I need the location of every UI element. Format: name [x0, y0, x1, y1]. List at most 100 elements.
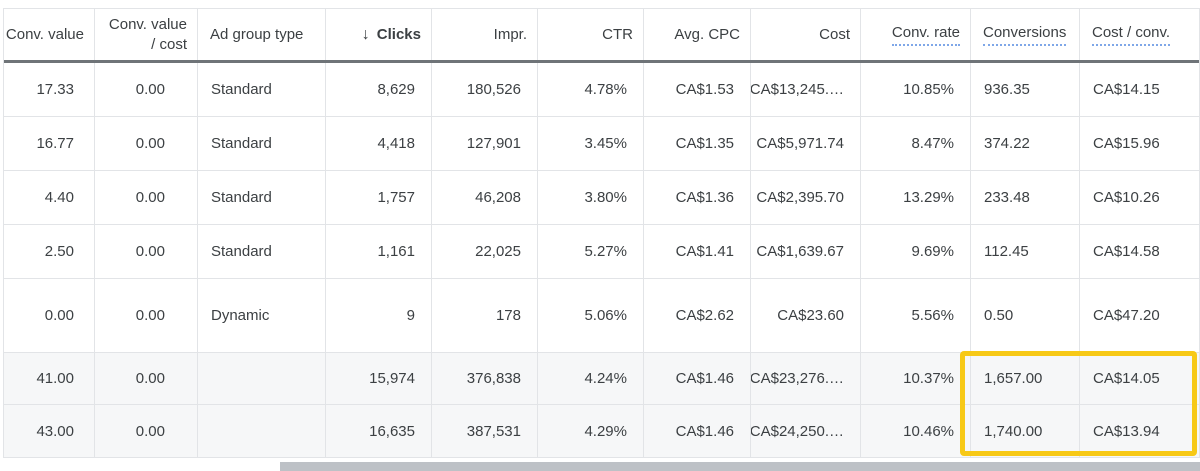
cell-cost: CA$13,245.…	[751, 63, 861, 116]
cell-cost_conv: CA$14.05	[1093, 370, 1160, 387]
cell-conversions: 0.50	[971, 279, 1080, 352]
cell-impr: 22,025	[432, 225, 538, 278]
cell-cost_conv: CA$47.20	[1093, 307, 1160, 324]
cell-cost: CA$2,395.70	[751, 171, 861, 224]
table-row: 2.50 0.00 Standard 1,161 22,025 5.27% CA$1.41 C…	[4, 225, 1199, 279]
cell-ctr: 4.24%	[538, 353, 644, 404]
cell-conv_value_cost: 0.00	[95, 279, 198, 352]
cell-conv_value: 43.00	[4, 405, 95, 457]
cell-ctr: 5.06%	[538, 279, 644, 352]
cell-conv_value_cost: 0.00	[95, 171, 198, 224]
table-row: 4.40 0.00 Standard 1,757 46,208 3.80% CA$1.36 C…	[4, 171, 1199, 225]
column-header-conv_rate[interactable]: Conv. rate	[861, 9, 971, 60]
column-header-conv_value[interactable]: Conv. value	[4, 9, 95, 60]
cell-conversions: 112.45	[971, 225, 1080, 278]
cell-conv_rate: 5.56%	[861, 279, 971, 352]
cell-conv_rate: 10.85%	[861, 63, 971, 116]
cell-conv_value_cost: 0.00	[95, 63, 198, 116]
column-header-label-line: / cost	[151, 35, 187, 53]
cell-ad_group_type: Dynamic	[198, 279, 326, 352]
column-header-label-line: Conv. value	[108, 16, 187, 33]
cell-clicks: 16,635	[326, 405, 432, 457]
cell-conv_rate: 9.69%	[861, 225, 971, 278]
column-header-impr[interactable]: Impr.	[432, 9, 538, 60]
cell-conv_value: 0.00	[4, 279, 95, 352]
table-row: 0.00 0.00 Dynamic 9 178 5.06% CA$2.62 CA$23.60 5…	[4, 279, 1199, 353]
cell-cost_conv: CA$14.58	[1093, 243, 1160, 260]
sort-descending-icon: ↓	[361, 25, 370, 43]
cell-conversions: 233.48	[971, 171, 1080, 224]
cell-impr: 180,526	[432, 63, 538, 116]
cell-ad_group_type: Standard	[198, 225, 326, 278]
column-header-conv_value_cost[interactable]: Conv. value / cost	[95, 9, 198, 60]
cell-avg_cpc: CA$1.35	[644, 117, 751, 170]
cell-cost_conv: CA$10.26	[1093, 189, 1160, 206]
cell-clicks: 15,974	[326, 353, 432, 404]
cell-ctr: 5.27%	[538, 225, 644, 278]
cell-impr: 46,208	[432, 171, 538, 224]
data-table: Conv. value Conv. value / cost Ad group typ…	[3, 8, 1200, 458]
summary-row: 41.00 0.00 15,974 376,838 4.24% CA$1.46 CA$23,…	[4, 353, 1199, 405]
column-header-label: Conv. value	[5, 26, 84, 43]
cell-avg_cpc: CA$1.53	[644, 63, 751, 116]
cell-impr: 178	[432, 279, 538, 352]
column-header-label: Ad group type	[210, 26, 304, 43]
column-header-label: Impr.	[493, 26, 527, 43]
cell-ctr: 3.45%	[538, 117, 644, 170]
column-header-label: Conversions	[983, 24, 1066, 46]
cell-clicks: 4,418	[326, 117, 432, 170]
column-header-ad_group_type[interactable]: Ad group type	[198, 9, 326, 60]
cell-impr: 376,838	[432, 353, 538, 404]
cell-conversions: 1,657.00	[971, 353, 1080, 404]
cell-conv_value_cost: 0.00	[95, 353, 198, 404]
cell-avg_cpc: CA$1.41	[644, 225, 751, 278]
column-header-cost_conv[interactable]: Cost / conv.	[1080, 9, 1199, 60]
cell-conv_value_cost: 0.00	[95, 405, 198, 457]
cell-conv_value: 17.33	[4, 63, 95, 116]
column-header-ctr[interactable]: CTR	[538, 9, 644, 60]
table-header-row: Conv. value Conv. value / cost Ad group typ…	[4, 9, 1199, 63]
cell-cost: CA$5,971.74	[751, 117, 861, 170]
horizontal-scrollbar	[0, 461, 1200, 471]
cell-ctr: 4.78%	[538, 63, 644, 116]
cell-ad_group_type: Standard	[198, 117, 326, 170]
column-header-conversions[interactable]: Conversions	[971, 9, 1080, 60]
cell-conversions: 1,740.00	[971, 405, 1080, 457]
cell-ctr: 4.29%	[538, 405, 644, 457]
cell-clicks: 9	[326, 279, 432, 352]
column-header-label: Avg. CPC	[674, 26, 740, 43]
cell-conv_rate: 13.29%	[861, 171, 971, 224]
table-row: 16.77 0.00 Standard 4,418 127,901 3.45% CA$1.3…	[4, 117, 1199, 171]
cell-conv_rate: 10.37%	[861, 353, 971, 404]
cell-conv_rate: 8.47%	[861, 117, 971, 170]
cell-cost: CA$24,250.…	[751, 405, 861, 457]
cell-cost_conv: CA$14.15	[1093, 81, 1160, 98]
horizontal-scrollbar-thumb[interactable]	[280, 462, 1200, 471]
column-header-label: Conv. rate	[891, 24, 960, 46]
cell-conv_rate: 10.46%	[861, 405, 971, 457]
cell-conv_value: 2.50	[4, 225, 95, 278]
cell-cost: CA$1,639.67	[751, 225, 861, 278]
column-header-clicks[interactable]: ↓ Clicks	[326, 9, 432, 60]
column-header-label: CTR	[602, 26, 633, 43]
column-header-label: Cost / conv.	[1092, 24, 1171, 46]
cell-cost_conv: CA$13.94	[1093, 422, 1160, 440]
column-header-cost[interactable]: Cost	[751, 9, 861, 60]
cell-conv_value: 4.40	[4, 171, 95, 224]
cell-conversions: 374.22	[971, 117, 1080, 170]
cell-avg_cpc: CA$1.46	[644, 353, 751, 404]
cell-conv_value: 41.00	[4, 353, 95, 404]
column-header-avg_cpc[interactable]: Avg. CPC	[644, 9, 751, 60]
cell-ctr: 3.80%	[538, 171, 644, 224]
cell-conv_value_cost: 0.00	[95, 117, 198, 170]
cell-cost_conv: CA$15.96	[1093, 135, 1160, 152]
cell-conv_value_cost: 0.00	[95, 225, 198, 278]
table-body: 17.33 0.00 Standard 8,629 180,526 4.78% CA$1.5…	[4, 63, 1199, 458]
summary-row: 43.00 0.00 16,635 387,531 4.29% CA$1.46 CA$24,…	[4, 405, 1199, 458]
cell-clicks: 1,757	[326, 171, 432, 224]
cell-ad_group_type: Standard	[198, 171, 326, 224]
cell-impr: 387,531	[432, 405, 538, 457]
cell-clicks: 1,161	[326, 225, 432, 278]
cell-avg_cpc: CA$2.62	[644, 279, 751, 352]
